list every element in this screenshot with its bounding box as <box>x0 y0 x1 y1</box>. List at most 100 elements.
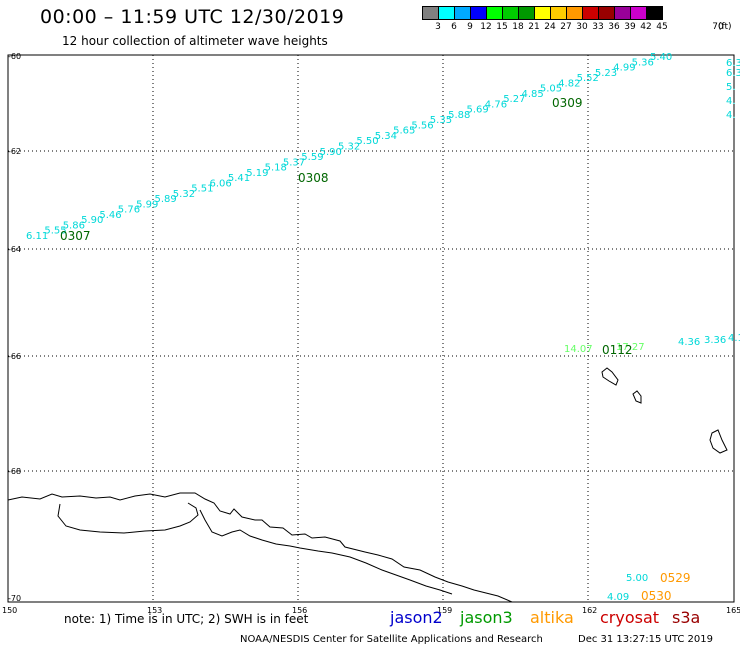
pass-label-0529: 0529 <box>660 571 691 585</box>
wave-height-value: 4. <box>726 96 736 107</box>
color-scale-label: 33 <box>592 22 604 32</box>
wave-height-value: 5.34 <box>375 131 397 142</box>
legend-jason2: jason2 <box>390 608 443 627</box>
legend-altika: altika <box>530 608 574 627</box>
color-scale-label: 12 <box>480 22 492 32</box>
color-scale-label: 39 <box>624 22 636 32</box>
wave-height-value: 6.3 <box>726 58 740 69</box>
color-swatch-14 <box>646 6 663 20</box>
wave-value-4-1: 4.1 <box>728 333 740 344</box>
wave-height-value: 5.89 <box>155 194 177 205</box>
pass-label-0530: 0530 <box>641 589 672 603</box>
wave-height-value: 5.86 <box>63 221 85 232</box>
lat-label-70: -70 <box>8 594 21 603</box>
wave-height-value: 6.3 <box>726 68 740 79</box>
legend-cryosat: cryosat <box>600 608 660 627</box>
pass-label-0309: 0309 <box>552 96 583 110</box>
wave-height-value: 4.99 <box>613 63 635 74</box>
wave-height-value: 5.90 <box>320 147 342 158</box>
wave-height-value: 5.23 <box>595 68 617 79</box>
wave-height-value: 5.37 <box>283 157 305 168</box>
wave-height-value: 5.18 <box>265 163 287 174</box>
wave-height-value: 5.50 <box>356 136 378 147</box>
wave-height-value: 4.76 <box>485 99 507 110</box>
island-c <box>709 429 728 454</box>
color-scale-label: 45 <box>656 22 668 32</box>
lon-label-150: 150 <box>2 606 17 615</box>
wave-height-value: 5.59 <box>301 152 323 163</box>
color-scale-label: 21 <box>528 22 540 32</box>
wave-height-value: 5.69 <box>467 105 489 116</box>
wave-height-value: 5.76 <box>118 205 140 216</box>
wave-height-value: 5.40 <box>650 52 672 63</box>
wave-height-value: 4.85 <box>522 89 544 100</box>
legend-jason3: jason3 <box>460 608 513 627</box>
color-scale-label: 9 <box>467 22 473 32</box>
wave-height-value: 5.88 <box>448 110 470 121</box>
wave-height-value: 6.11 <box>26 231 48 242</box>
wave-height-value: 5.55 <box>44 226 66 237</box>
color-scale-label: 70 <box>712 22 724 32</box>
lon-label-153: 153 <box>147 606 162 615</box>
wave-height-value: 4. <box>726 110 736 121</box>
wave-height-value: 5.36 <box>632 57 654 68</box>
map-frame <box>7 54 735 603</box>
wave-height-value: 5.51 <box>191 184 213 195</box>
wave-height-value: 5.32 <box>173 189 195 200</box>
generation-timestamp: Dec 31 13:27:15 UTC 2019 <box>578 634 713 645</box>
island-a <box>601 367 619 386</box>
lat-label-62: -62 <box>8 147 21 156</box>
wave-height-value: 5.90 <box>81 215 103 226</box>
wave-height-value: 5.05 <box>540 84 562 95</box>
pass-label-0112: 0112 <box>602 343 633 357</box>
wave-height-value: 5.46 <box>99 210 121 221</box>
color-scale-label: 3 <box>435 22 441 32</box>
color-scale-label: 18 <box>512 22 524 32</box>
coastline-inlet <box>199 509 453 595</box>
color-scale-label: 27 <box>560 22 572 32</box>
wave-height-value: 5.41 <box>228 173 250 184</box>
wave-value-14-07: 14.07 <box>564 344 593 355</box>
wave-height-value: 6.06 <box>210 178 232 189</box>
track-right-edge: 6.36.3 5. 4. 4. <box>726 58 740 121</box>
color-scale-label: 24 <box>544 22 556 32</box>
color-scale-label: 30 <box>576 22 588 32</box>
lat-label-60: -60 <box>8 52 21 61</box>
wave-height-value: 5.32 <box>338 142 360 153</box>
color-scale-label: 36 <box>608 22 620 32</box>
lon-label-162: 162 <box>582 606 597 615</box>
color-scale-label: 15 <box>496 22 508 32</box>
altika-value-5-00: 5.00 <box>626 573 648 584</box>
map-subtitle: 12 hour collection of altimeter wave hei… <box>62 34 328 48</box>
color-scale-unit: (ft) <box>718 22 732 32</box>
lat-label-64: -64 <box>8 245 21 254</box>
wave-height-value: 5.65 <box>393 126 415 137</box>
pass-label-0307: 0307 <box>60 229 91 243</box>
graticule <box>8 55 734 602</box>
color-scale-labels: 3 6 9 12 15 18 21 24 27 30 33 36 39 42 45 70 <box>422 22 740 34</box>
wave-value-4-36: 4.36 <box>678 337 700 348</box>
lon-label-165: 165 <box>726 606 740 615</box>
lat-label-68: -68 <box>8 467 21 476</box>
color-scale-label: 42 <box>640 22 652 32</box>
wave-height-value: 5.52 <box>577 73 599 84</box>
wave-height-value: 5. <box>726 82 736 93</box>
pass-label-0308: 0308 <box>298 171 329 185</box>
wave-height-value: 5.35 <box>430 115 452 126</box>
color-scale-label: 6 <box>451 22 457 32</box>
map-title: 00:00 – 11:59 UTC 12/30/2019 <box>40 6 345 28</box>
altika-value-4-09: 4.09 <box>607 592 629 603</box>
island-b <box>632 390 642 404</box>
wave-height-value: 5.56 <box>411 120 433 131</box>
track-jason3-a: 6.115.555.865.905.465.765.995.895.325.51… <box>26 52 672 242</box>
wave-height-value: 4.82 <box>558 78 580 89</box>
wave-value-3-36: 3.36 <box>704 335 726 346</box>
wave-height-value: 5.27 <box>503 94 525 105</box>
lat-label-66: -66 <box>8 352 21 361</box>
wave-height-value: 5.19 <box>246 168 268 179</box>
color-scale-bar <box>422 6 663 20</box>
legend-s3a: s3a <box>672 608 701 627</box>
wave-height-value: 5.99 <box>136 199 158 210</box>
antarctic-coastline <box>7 492 513 603</box>
